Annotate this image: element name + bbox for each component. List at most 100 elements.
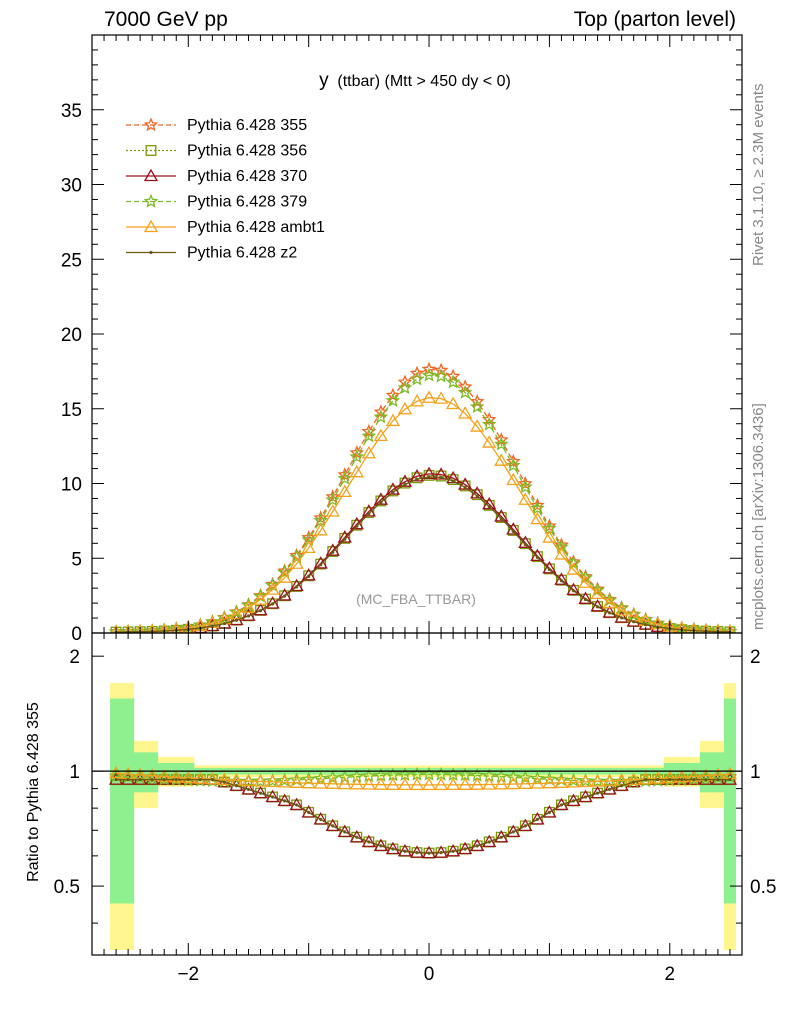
marker-triangle <box>135 624 146 633</box>
marker-star <box>409 766 425 781</box>
legend-label: Pythia 6.428 ambt1 <box>187 219 325 236</box>
ratio-series-5 <box>114 778 732 855</box>
marker-star <box>277 563 292 578</box>
marker-star <box>313 771 329 785</box>
marker-star <box>385 393 401 407</box>
marker-star <box>144 623 160 633</box>
marker-star <box>421 766 437 781</box>
ratio-y-tick-label-right: 2 <box>750 647 761 668</box>
marker-triangle <box>277 775 292 788</box>
marker-dot <box>559 579 564 583</box>
marker-star <box>530 771 545 785</box>
marker-star <box>397 380 413 395</box>
ratio-line <box>116 778 730 854</box>
marker-dot <box>535 555 539 559</box>
marker-star <box>445 374 461 389</box>
marker-dot <box>210 778 214 782</box>
ratio-y-tick-label-right: 0.5 <box>750 877 776 898</box>
marker-star <box>722 623 738 633</box>
marker-square <box>145 145 157 156</box>
marker-triangle <box>205 771 220 785</box>
ratio-y-tick-label: 0.5 <box>54 877 80 898</box>
marker-triangle <box>712 623 724 633</box>
marker-triangle <box>530 812 545 825</box>
marker-dot <box>680 778 684 782</box>
marker-triangle <box>700 623 712 633</box>
marker-dot <box>535 817 539 821</box>
marker-star <box>578 569 593 584</box>
marker-triangle <box>409 777 425 791</box>
marker-star <box>277 772 292 787</box>
marker-triangle <box>385 413 401 427</box>
marker-triangle <box>277 588 292 601</box>
ratio-series-1 <box>110 774 736 859</box>
marker-star <box>590 773 605 788</box>
marker-star <box>143 193 159 208</box>
marker-triangle <box>289 556 304 569</box>
marker-triangle <box>301 540 316 554</box>
marker-star <box>349 449 365 464</box>
marker-star <box>289 549 304 564</box>
marker-dot <box>656 625 660 629</box>
marker-dot <box>331 824 335 828</box>
series-line <box>116 397 731 633</box>
marker-triangle <box>325 504 340 517</box>
marker-triangle <box>349 464 364 478</box>
marker-dot <box>403 482 407 487</box>
marker-star <box>602 591 617 606</box>
marker-dot <box>439 475 443 480</box>
marker-star <box>361 428 377 443</box>
marker-star <box>241 773 256 788</box>
marker-dot <box>511 830 515 834</box>
marker-star <box>265 576 280 591</box>
ratio-y-tick-label: 1 <box>69 762 80 783</box>
marker-dot <box>307 810 311 814</box>
marker-triangle <box>409 394 425 407</box>
marker-star <box>421 361 437 376</box>
marker-triangle <box>458 777 473 790</box>
marker-triangle <box>361 445 376 459</box>
marker-star <box>590 582 605 597</box>
marker-star <box>710 623 726 633</box>
chart-title-rest: (ttbar) (Mtt > 450 dy < 0) <box>337 73 510 90</box>
marker-triangle <box>506 776 521 790</box>
marker-star <box>445 368 461 383</box>
marker-star <box>530 500 545 515</box>
marker-star <box>506 769 521 784</box>
chart-title-main: y <box>319 70 329 91</box>
marker-star <box>481 416 497 431</box>
marker-dot <box>523 542 527 547</box>
marker-dot <box>258 791 263 795</box>
marker-dot <box>451 479 455 483</box>
marker-star <box>229 773 244 788</box>
marker-dot <box>463 847 467 851</box>
marker-triangle <box>638 771 653 785</box>
marker-dot <box>583 795 588 799</box>
marker-square <box>291 580 303 592</box>
marker-square <box>543 563 555 575</box>
marker-dot <box>149 250 153 255</box>
marker-triangle <box>253 592 268 605</box>
marker-star <box>132 623 148 633</box>
marker-triangle <box>433 777 449 791</box>
marker-star <box>602 773 617 788</box>
marker-triangle <box>518 776 533 789</box>
marker-triangle <box>578 774 593 788</box>
x-tick-label: 0 <box>424 964 435 985</box>
marker-triangle <box>530 776 545 789</box>
marker-dot <box>475 494 479 498</box>
marker-triangle <box>566 582 581 596</box>
marker-triangle <box>313 556 328 569</box>
marker-dot <box>511 529 515 534</box>
series-5 <box>114 475 732 633</box>
marker-dot <box>559 803 564 807</box>
marker-star <box>337 470 353 485</box>
marker-triangle <box>337 484 352 498</box>
marker-dot <box>391 847 395 851</box>
marker-square <box>555 574 567 586</box>
marker-star <box>517 770 533 785</box>
marker-dot <box>295 585 299 589</box>
marker-dot <box>222 780 227 784</box>
marker-square <box>339 532 351 544</box>
marker-dot <box>427 475 431 479</box>
